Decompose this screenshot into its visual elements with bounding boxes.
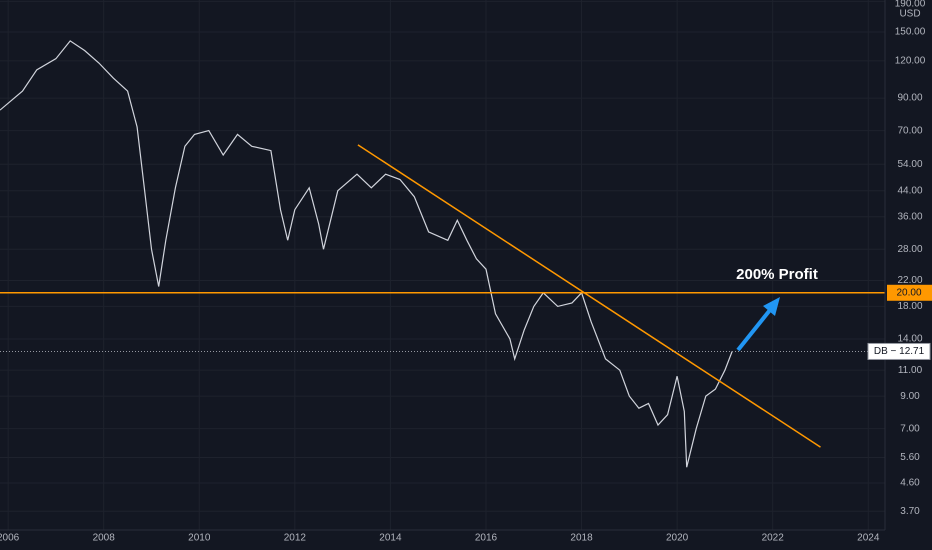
x-tick-label: 2022 (762, 533, 785, 544)
y-tick-label: 9.00 (900, 391, 920, 402)
y-tick-label: 90.00 (897, 93, 922, 104)
price-line (0, 40, 733, 468)
x-tick-label: 2018 (570, 533, 593, 544)
level-badge (887, 284, 932, 301)
x-tick-label: 2010 (188, 533, 211, 544)
y-tick-label: 22.00 (897, 275, 922, 286)
y-tick-label: 36.00 (897, 211, 922, 222)
level-label: 20.00 (896, 287, 921, 298)
currency-label: USD (899, 9, 920, 20)
x-tick-label: 2014 (379, 533, 402, 544)
x-tick-label: 2020 (666, 533, 689, 544)
arrow-shaft (736, 308, 772, 352)
y-tick-label: 11.00 (898, 365, 923, 376)
y-tick-label: 44.00 (897, 185, 922, 196)
grid (0, 0, 885, 530)
arrow-head (763, 297, 780, 316)
y-tick-label: 5.60 (900, 452, 920, 463)
y-tick-label: 150.00 (895, 27, 926, 38)
last-price-badge (867, 342, 931, 360)
y-tick-label: 28.00 (897, 244, 922, 255)
arrow (736, 297, 780, 352)
y-tick-label: 190.00 (895, 0, 926, 10)
y-tick-label: 70.00 (897, 125, 922, 136)
annotation: 200% Profit (736, 266, 818, 283)
y-tick-label: 54.00 (897, 159, 922, 170)
y-tick-label: 4.60 (900, 478, 920, 489)
last-price-label: DB − 12.71 (874, 346, 925, 357)
trend-line (357, 144, 821, 448)
y-tick-label: 7.00 (900, 423, 920, 434)
y-tick-label: 14.00 (897, 334, 922, 345)
y-tick-label: 3.70 (900, 506, 920, 517)
x-tick-label: 2006 (0, 533, 20, 544)
x-tick-label: 2016 (475, 533, 498, 544)
plot (0, 40, 885, 468)
y-tick-label: 18.00 (897, 301, 922, 312)
x-tick-label: 2008 (93, 533, 116, 544)
x-tick-label: 2024 (857, 533, 880, 544)
x-tick-label: 2012 (284, 533, 307, 544)
y-tick-label: 120.00 (895, 55, 926, 66)
